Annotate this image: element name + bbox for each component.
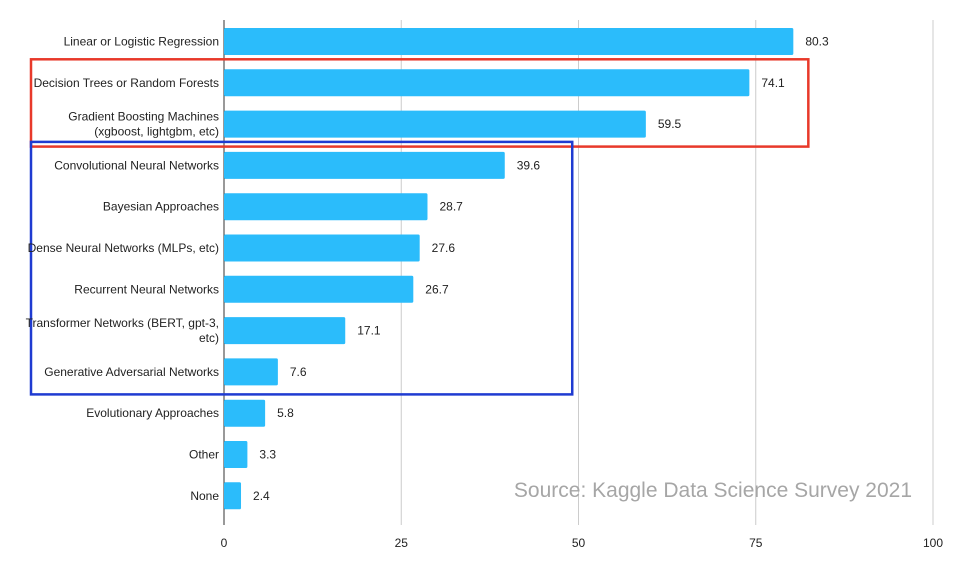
data-label: 74.1 [761, 76, 785, 90]
bar [224, 275, 414, 303]
category-label: Decision Trees or Random Forests [34, 76, 219, 90]
source-annotation: Source: Kaggle Data Science Survey 2021 [514, 479, 912, 502]
data-label: 26.7 [425, 282, 449, 296]
category-label: Gradient Boosting Machines (xgboost, ligh… [68, 110, 219, 139]
data-label: 80.3 [805, 35, 829, 49]
bar [224, 234, 420, 262]
bar [224, 193, 428, 221]
gridlines [223, 20, 934, 525]
bar [224, 317, 346, 345]
bar [224, 482, 242, 510]
category-label: Recurrent Neural Networks [74, 282, 219, 296]
value-labels: 80.3 74.1 59.5 39.6 28.7 27.6 26.7 17.1 7.6 5.8 3.… [253, 35, 829, 503]
highlight-box [29, 140, 574, 396]
bar [224, 110, 646, 138]
category-label: Evolutionary Approaches [86, 406, 219, 420]
data-label: 3.3 [259, 448, 276, 462]
data-label: 27.6 [432, 241, 456, 255]
x-tick-label: 50 [572, 536, 586, 550]
category-label: Bayesian Approaches [103, 200, 219, 214]
data-label: 28.7 [439, 200, 463, 214]
category-label: None [190, 489, 219, 503]
x-tick-label: 25 [395, 536, 409, 550]
category-label: Convolutional Neural Networks [54, 158, 219, 172]
x-tick-label: 75 [749, 536, 763, 550]
x-tick-label: 100 [923, 536, 943, 550]
highlight-boxes [29, 58, 810, 396]
category-label: Other [189, 448, 219, 462]
data-label: 59.5 [658, 117, 682, 131]
category-label: Dense Neural Networks (MLPs, etc) [28, 241, 219, 255]
data-label: 17.1 [357, 324, 381, 338]
category-label: Transformer Networks (BERT, gpt-3, etc) [26, 316, 219, 345]
highlight-box [29, 58, 810, 148]
category-labels: Linear or Logistic Regression Decision Tr… [26, 35, 220, 503]
bar [224, 151, 505, 179]
bar [224, 69, 750, 97]
bar [224, 399, 266, 427]
bar [224, 28, 794, 55]
category-label: Linear or Logistic Regression [64, 35, 219, 49]
data-label: 7.6 [290, 365, 307, 379]
bar [224, 441, 248, 468]
category-label: Generative Adversarial Networks [44, 365, 219, 379]
data-label: 2.4 [253, 489, 270, 503]
x-tick-label: 0 [221, 536, 228, 550]
bars [224, 28, 794, 510]
bar [224, 358, 278, 386]
data-label: 5.8 [277, 406, 294, 420]
x-axis-ticks: 0 25 50 75 100 [221, 536, 944, 550]
data-label: 39.6 [517, 158, 541, 172]
